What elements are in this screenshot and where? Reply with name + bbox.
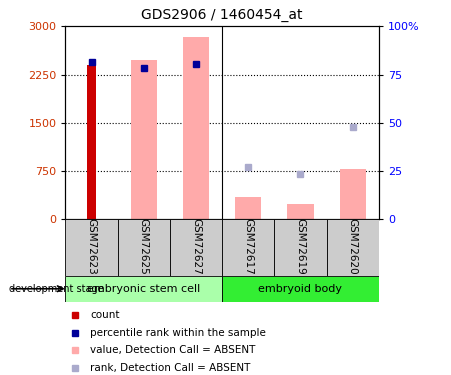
Title: GDS2906 / 1460454_at: GDS2906 / 1460454_at: [141, 9, 303, 22]
Text: value, Detection Call = ABSENT: value, Detection Call = ABSENT: [90, 345, 256, 355]
Text: development stage: development stage: [9, 285, 104, 294]
Bar: [65, 276, 222, 302]
Text: GSM72627: GSM72627: [191, 218, 201, 275]
Bar: [274, 219, 327, 276]
Text: GSM72625: GSM72625: [139, 218, 149, 275]
Bar: [327, 219, 379, 276]
Text: embryoid body: embryoid body: [258, 284, 342, 294]
Text: GSM72620: GSM72620: [348, 218, 358, 274]
Text: GSM72619: GSM72619: [295, 218, 305, 275]
Bar: [287, 204, 313, 219]
Bar: [235, 197, 261, 219]
Bar: [118, 219, 170, 276]
Bar: [131, 60, 157, 219]
Bar: [222, 276, 379, 302]
Text: count: count: [90, 310, 120, 320]
Text: GSM72617: GSM72617: [243, 218, 253, 275]
Bar: [87, 65, 97, 219]
Text: rank, Detection Call = ABSENT: rank, Detection Call = ABSENT: [90, 363, 251, 373]
Text: GSM72623: GSM72623: [87, 218, 97, 275]
Text: embryonic stem cell: embryonic stem cell: [87, 284, 200, 294]
Bar: [183, 37, 209, 219]
Bar: [65, 219, 118, 276]
Text: percentile rank within the sample: percentile rank within the sample: [90, 328, 266, 338]
Bar: [222, 219, 274, 276]
Bar: [170, 219, 222, 276]
Bar: [340, 168, 366, 219]
